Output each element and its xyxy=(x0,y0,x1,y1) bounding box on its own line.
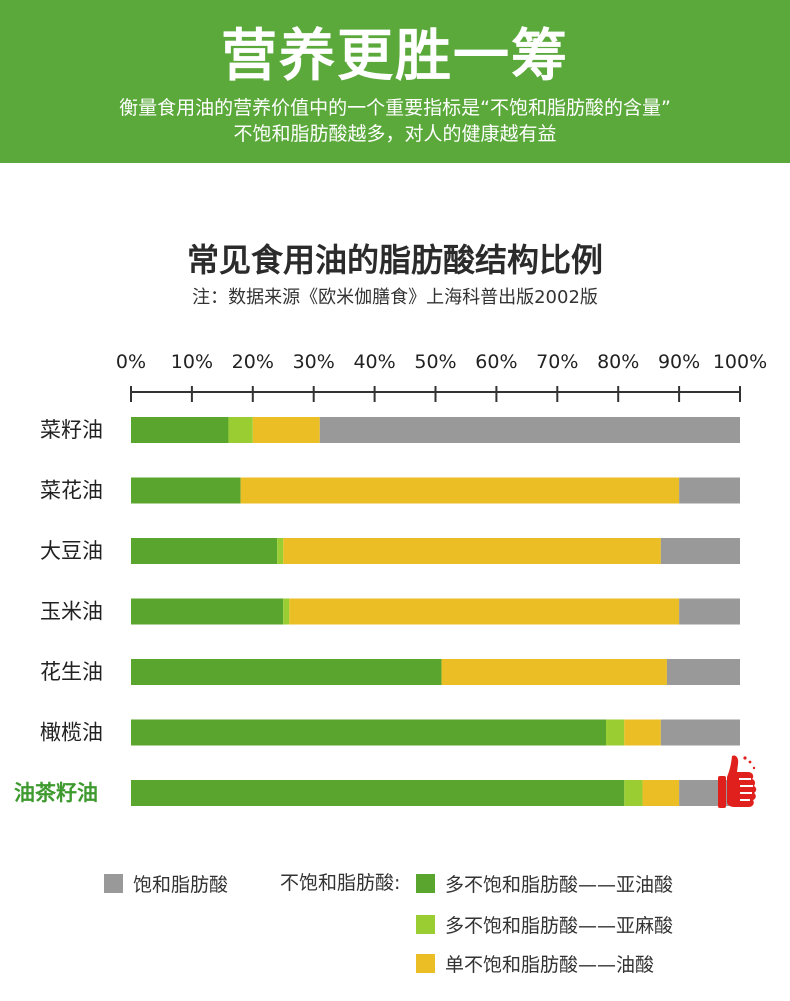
legend-item-saturated: 饱和脂肪酸 xyxy=(104,870,228,896)
bar-segment xyxy=(679,598,740,625)
fatty-acid-chart: 0% 10% 20% 30% 40% 50% 60% 70% 80% 90% 100% 菜籽油菜花油大… xyxy=(14,351,767,806)
x-tick-label: 80% xyxy=(597,351,639,373)
legend-unsaturated-group-label: 不饱和脂肪酸: xyxy=(280,872,401,894)
chart-title: 常见食用油的脂肪酸结构比例 xyxy=(186,241,603,279)
bar-segment xyxy=(131,719,607,746)
category-label: 大豆油 xyxy=(40,539,103,563)
category-label: 玉米油 xyxy=(40,600,103,624)
x-tick-label: 30% xyxy=(293,351,335,373)
bar-segment xyxy=(679,477,740,504)
thumbs-up-icon xyxy=(718,755,757,808)
bar-segment xyxy=(660,538,740,564)
category-label: 橄榄油 xyxy=(40,721,103,745)
legend-item-linolenic: 多不饱和脂肪酸——亚麻酸 xyxy=(416,911,673,937)
bar-segment xyxy=(131,538,278,564)
bar-segment xyxy=(131,477,241,504)
legend-label-linoleic: 多不饱和脂肪酸——亚油酸 xyxy=(445,873,674,896)
banner-subtitle-line1: 衡量食用油的营养价值中的一个重要指标是“不饱和脂肪酸的含量” xyxy=(119,97,671,119)
x-tick-label: 20% xyxy=(232,351,274,373)
legend-swatch-linolenic xyxy=(416,914,435,934)
bar-segment xyxy=(252,417,320,443)
bar-segment xyxy=(283,598,290,625)
legend-label-oleic: 单不饱和脂肪酸——油酸 xyxy=(445,953,655,976)
bar-segment xyxy=(131,598,284,625)
x-tick-label: 50% xyxy=(414,351,456,373)
x-tick-label: 10% xyxy=(171,351,213,373)
bar-segment xyxy=(606,719,625,746)
bar-segment xyxy=(240,477,680,504)
bar-segment xyxy=(441,659,667,685)
bar-segment xyxy=(289,598,680,625)
bar-segment xyxy=(624,719,661,746)
x-tick-label: 60% xyxy=(475,351,517,373)
bar-segment xyxy=(319,417,740,443)
bar-segment xyxy=(666,659,740,685)
bar-segment xyxy=(624,780,643,806)
bar-segment xyxy=(283,538,661,564)
banner-title: 营养更胜一筹 xyxy=(221,24,569,89)
bar-segment xyxy=(228,417,253,443)
legend-item-linoleic: 多不饱和脂肪酸——亚油酸 xyxy=(416,870,673,896)
category-label: 花生油 xyxy=(40,660,103,684)
bar-segment xyxy=(131,417,229,443)
bar-segment xyxy=(131,780,625,806)
bar-segment xyxy=(131,659,442,685)
category-label: 菜花油 xyxy=(40,479,103,503)
x-tick-label: 0% xyxy=(116,351,146,373)
banner-subtitle-line2: 不饱和脂肪酸越多，对人的健康越有益 xyxy=(233,123,557,145)
x-tick-label: 70% xyxy=(536,351,578,373)
bar-segment xyxy=(277,538,284,564)
legend-label-linolenic: 多不饱和脂肪酸——亚麻酸 xyxy=(445,914,674,937)
x-tick-label: 40% xyxy=(353,351,395,373)
legend-label-saturated: 饱和脂肪酸 xyxy=(133,873,229,896)
header-banner: 营养更胜一筹 衡量食用油的营养价值中的一个重要指标是“不饱和脂肪酸的含量” 不饱… xyxy=(0,0,790,163)
bar-segment xyxy=(660,719,740,746)
legend-swatch-oleic xyxy=(416,953,435,973)
x-tick-label: 90% xyxy=(658,351,700,373)
bar-segment xyxy=(642,780,680,806)
category-label: 油茶籽油 xyxy=(14,781,98,805)
legend-item-oleic: 单不饱和脂肪酸——油酸 xyxy=(416,950,654,976)
legend-swatch-saturated xyxy=(104,873,123,893)
category-label: 菜籽油 xyxy=(40,418,103,442)
legend-swatch-linoleic xyxy=(416,873,435,893)
chart-note: 注：数据来源《欧米伽膳食》上海科普出版2002版 xyxy=(192,287,598,308)
x-tick-label: 100% xyxy=(713,351,767,373)
